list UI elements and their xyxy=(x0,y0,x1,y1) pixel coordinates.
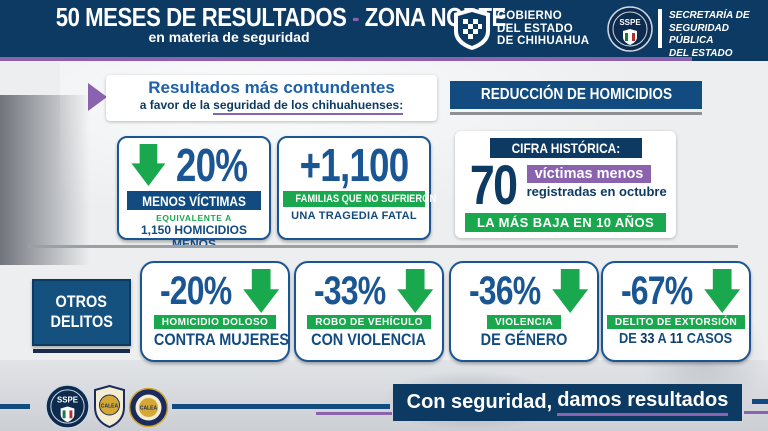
victims-note-small: EQUIVALENTE A xyxy=(156,213,232,223)
homicides-heading-underline xyxy=(450,112,702,115)
calea-shield-icon: CALEA xyxy=(94,385,125,428)
crime-value: -33% xyxy=(313,269,386,313)
crime-value: -67% xyxy=(620,269,693,313)
families-value: +1,100 xyxy=(299,139,410,191)
calea-seal-icon: CALEA xyxy=(128,387,169,428)
crime-label: DE 33 A 11 CASOS xyxy=(619,330,733,347)
historic-value: 70 xyxy=(470,153,518,216)
calea-label: CALEA xyxy=(140,406,158,412)
calea-label: CALEA xyxy=(101,404,119,410)
crime-tag: DELITO DE EXTORSIÓN xyxy=(606,315,746,329)
crime-card-gender-violence: -36% VIOLENCIA DE GÉNERO xyxy=(449,261,599,362)
sspe-badge-label: SSPE xyxy=(57,396,78,405)
footer-accent-line-mid xyxy=(172,404,390,409)
slogan-regular: Con seguridad, xyxy=(406,391,553,413)
title-dash: - xyxy=(352,2,360,32)
crime-card-homicide-women: -20% HOMICIDIO DOLOSO CONTRA MUJERES xyxy=(140,261,290,362)
homicides-heading: REDUCCIÓN DE HOMICIDIOS xyxy=(480,86,672,103)
results-subheading-underlined: seguridad de los chihuahuenses: xyxy=(213,98,404,115)
sspe-badge-icon: SSPE xyxy=(45,384,90,429)
header-bar: 50 MESES DE RESULTADOS - ZONA NORTE en m… xyxy=(0,0,768,60)
crime-label: CON VIOLENCIA xyxy=(311,330,427,349)
crime-label: DE GÉNERO xyxy=(480,330,568,349)
stat-card-families: +1,100 FAMILIAS QUE NO SUFRIERON UNA TRA… xyxy=(277,136,436,240)
header-accent-line-right xyxy=(692,57,768,61)
results-subheading-prefix: a favor de la xyxy=(139,98,214,112)
families-tag: FAMILIAS QUE NO SUFRIERON xyxy=(295,193,437,205)
down-arrow-icon xyxy=(704,269,741,313)
families-note: UNA TRAGEDIA FATAL xyxy=(291,210,417,222)
historic-tag: CIFRA HISTÓRICA: xyxy=(511,140,620,156)
results-subheading: a favor de la seguridad de los chihuahue… xyxy=(106,98,437,115)
slogan-bar: Con seguridad, damos resultados xyxy=(393,384,742,421)
footer-accent-line-left xyxy=(0,404,30,409)
gobierno-line2: DEL ESTADO xyxy=(497,22,574,35)
page-title: 50 MESES DE RESULTADOS - ZONA NORTE en m… xyxy=(16,2,507,45)
crime-label: CONTRA MUJERES xyxy=(153,330,290,349)
crime-tag: ROBO DE VEHÍCULO xyxy=(307,315,431,329)
crime-card-extortion: -67% DELITO DE EXTORSIÓN DE 33 A 11 CASO… xyxy=(601,261,751,362)
stat-card-victims: 20% MENOS VÍCTIMAS EQUIVALENTE A 1,150 H… xyxy=(117,136,271,251)
families-tag-bar: FAMILIAS QUE NO SUFRIERON xyxy=(283,191,436,207)
historic-detail: registradas en octubre xyxy=(526,184,667,199)
down-arrow-icon xyxy=(397,269,434,313)
crime-tag: HOMICIDIO DOLOSO xyxy=(153,315,277,329)
header-divider xyxy=(658,9,662,48)
down-arrow-icon xyxy=(131,144,166,186)
historic-tag-bar: CIFRA HISTÓRICA: xyxy=(489,138,642,158)
results-heading: Resultados más contundentes xyxy=(148,78,395,97)
footer-accent-line-purple xyxy=(316,412,392,415)
other-crimes-line1: OTROS xyxy=(55,292,108,311)
background-vehicle-photo xyxy=(0,95,90,265)
secretaria-line2: SEGURIDAD PÚBLICA xyxy=(669,22,730,47)
title-main: 50 MESES DE RESULTADOS xyxy=(55,2,347,32)
secretaria-line1: SECRETARÍA DE xyxy=(669,10,750,21)
header-accent-line xyxy=(0,57,692,61)
down-arrow-icon xyxy=(243,269,280,313)
gobierno-shield-icon xyxy=(454,8,490,50)
victims-label-bar: MENOS VÍCTIMAS xyxy=(127,191,261,210)
triangle-icon xyxy=(88,83,107,111)
other-crimes-label: OTROS DELITOS xyxy=(32,279,131,346)
victims-value: 20% xyxy=(176,139,248,191)
slogan-bold: damos resultados xyxy=(557,389,729,416)
crime-value: -36% xyxy=(468,269,541,313)
title-subtitle: en materia de seguridad xyxy=(148,28,310,45)
gobierno-line3: DE CHIHUAHUA xyxy=(497,35,590,48)
secretaria-wordmark: SECRETARÍA DE SEGURIDAD PÚBLICA DEL ESTA… xyxy=(669,10,768,60)
down-arrow-icon xyxy=(552,269,589,313)
historic-highlight: víctimas menos xyxy=(526,165,652,183)
other-crimes-underline xyxy=(33,349,130,353)
crime-value: -20% xyxy=(159,269,232,313)
footer-accent-dash-blue xyxy=(752,399,768,404)
crime-tag: VIOLENCIA xyxy=(486,315,562,329)
footer-accent-dash-purple xyxy=(744,411,768,414)
crime-card-vehicle-theft: -33% ROBO DE VEHÍCULO CON VIOLENCIA xyxy=(294,261,444,362)
other-crimes-line2: DELITOS xyxy=(50,311,113,331)
sspe-badge-label: SSPE xyxy=(619,18,641,27)
historic-figure-card: CIFRA HISTÓRICA: 70 víctimas menos regis… xyxy=(455,131,676,238)
gobierno-line1: GOBIERNO xyxy=(497,10,563,22)
results-heading-card: Resultados más contundentes a favor de l… xyxy=(106,75,437,121)
victims-label: MENOS VÍCTIMAS xyxy=(142,192,246,209)
secretaria-line3: DEL ESTADO xyxy=(669,47,733,59)
gobierno-wordmark: GOBIERNO DEL ESTADO DE CHIHUAHUA xyxy=(497,10,589,48)
section-divider xyxy=(28,245,738,248)
homicides-heading-bar: REDUCCIÓN DE HOMICIDIOS xyxy=(450,81,702,109)
historic-footer-bar: LA MÁS BAJA EN 10 AÑOS xyxy=(465,213,666,232)
sspe-badge-icon: SSPE xyxy=(607,6,653,52)
